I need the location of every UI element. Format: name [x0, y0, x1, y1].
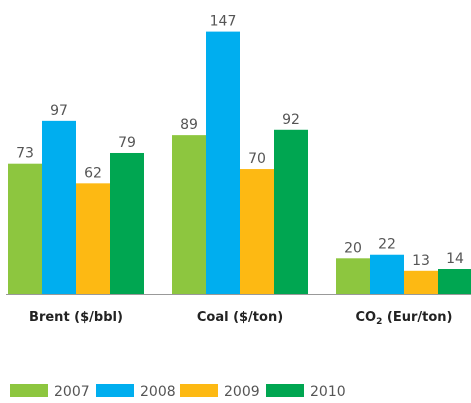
legend-swatch-2009 [180, 384, 218, 397]
value-label-2010-0: 79 [118, 135, 136, 151]
bar-2009-0 [76, 183, 110, 294]
legend-swatch-2007 [10, 384, 48, 397]
category-text: Coal ($/ton) [197, 310, 283, 325]
category-label-2: CO2 (Eur/ton) [356, 310, 453, 327]
category-labels-layer: Brent ($/bbl) Coal ($/ton) CO2 (Eur/ton) [29, 310, 452, 327]
bars-layer [8, 31, 471, 294]
value-label-2010-1: 92 [282, 112, 300, 128]
legend-swatch-2010 [266, 384, 304, 397]
category-prefix: CO [356, 310, 377, 325]
legend-label-2009: 2009 [224, 384, 260, 400]
bar-2010-1 [274, 129, 308, 294]
value-label-2009-1: 70 [248, 151, 266, 167]
value-label-2007-2: 20 [344, 240, 362, 256]
value-label-2008-1: 147 [210, 14, 237, 30]
bar-2008-0 [42, 120, 76, 294]
value-label-2007-0: 73 [16, 146, 34, 162]
value-label-2007-1: 89 [180, 117, 198, 133]
bar-2010-0 [110, 152, 144, 294]
legend-item-2008: 2008 [96, 384, 176, 400]
legend-label-2010: 2010 [310, 384, 346, 400]
value-labels-layer: 73 89 20 97 147 22 62 70 13 79 92 14 [16, 14, 464, 269]
legend-label-2007: 2007 [54, 384, 90, 400]
legend-item-2007: 2007 [10, 384, 90, 400]
category-label-1: Coal ($/ton) [197, 310, 283, 325]
bar-2008-2 [370, 254, 404, 294]
category-suffix: (Eur/ton) [382, 310, 452, 325]
bar-2008-1 [206, 31, 240, 294]
legend-item-2010: 2010 [266, 384, 346, 400]
category-label-0: Brent ($/bbl) [29, 310, 123, 325]
value-label-2008-0: 97 [50, 103, 68, 119]
legend: 2007 2008 2009 2010 [10, 384, 346, 400]
bar-2007-2 [336, 258, 370, 294]
category-subscript: 2 [376, 317, 382, 327]
bar-2007-1 [172, 135, 206, 294]
legend-item-2009: 2009 [180, 384, 260, 400]
value-label-2009-2: 13 [412, 253, 430, 269]
bar-2010-2 [438, 269, 471, 294]
value-label-2010-2: 14 [446, 251, 464, 267]
value-label-2008-2: 22 [378, 237, 396, 253]
legend-swatch-2008 [96, 384, 134, 397]
bar-2009-2 [404, 270, 438, 294]
value-label-2009-0: 62 [84, 165, 102, 181]
category-text: Brent ($/bbl) [29, 310, 123, 325]
legend-label-2008: 2008 [140, 384, 176, 400]
bar-2009-1 [240, 169, 274, 294]
bar-2007-0 [8, 163, 42, 294]
